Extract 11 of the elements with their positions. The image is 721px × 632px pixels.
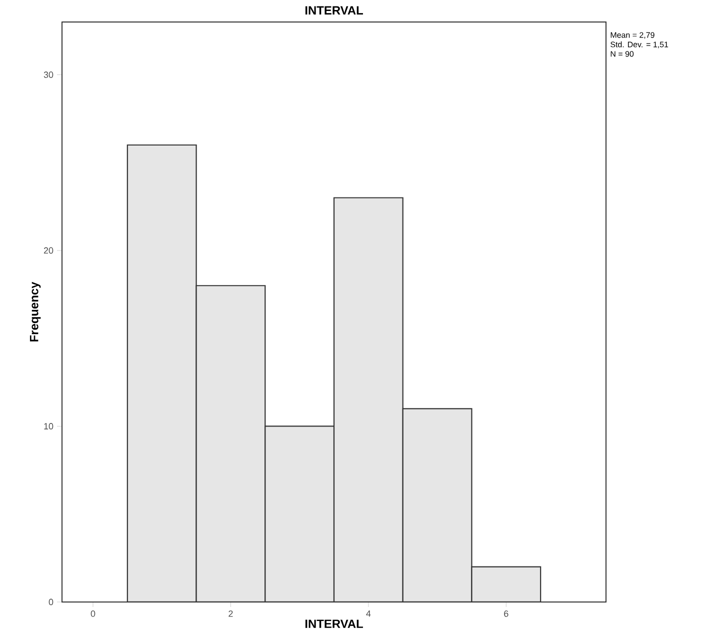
y-tick-label: 30 <box>44 72 54 78</box>
y-tick-label: 20 <box>44 247 54 254</box>
x-tick-label: 4 <box>366 610 371 617</box>
x-tick-label: 6 <box>504 610 508 617</box>
x-axis-title: INTERVAL <box>305 620 363 628</box>
x-tick-label: 2 <box>228 610 233 617</box>
y-axis-title: Frequency <box>30 282 41 342</box>
y-tick-label: 10 <box>44 423 54 430</box>
y-tick-label: 0 <box>48 598 54 606</box>
x-tick-label: 0 <box>90 610 96 617</box>
chart-title: INTERVAL <box>305 6 363 14</box>
